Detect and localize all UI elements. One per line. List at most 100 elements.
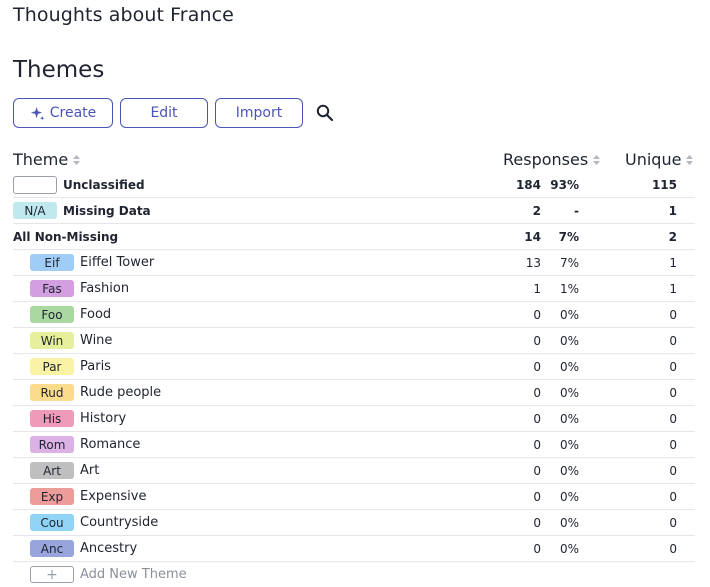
responses-percent: 0% bbox=[559, 541, 579, 556]
responses-count: 0 bbox=[533, 411, 541, 426]
theme-label: Fashion bbox=[80, 281, 130, 296]
table-row-theme[interactable]: Par Paris 0 0% 0 bbox=[13, 354, 695, 380]
table-row-theme[interactable]: His History 0 0% 0 bbox=[13, 406, 695, 432]
responses-count: 0 bbox=[533, 333, 541, 348]
add-theme-button[interactable]: + bbox=[30, 566, 74, 583]
table-row-theme[interactable]: Fas Fashion 1 1% 1 bbox=[13, 276, 695, 302]
responses-count: 0 bbox=[533, 359, 541, 374]
edit-button[interactable]: Edit bbox=[120, 98, 208, 128]
column-header-responses[interactable]: Responses bbox=[503, 150, 601, 169]
table-row-unclassified[interactable]: Unclassified 184 93% 115 bbox=[13, 172, 695, 198]
sort-icon bbox=[593, 154, 601, 165]
theme-tag[interactable]: Foo bbox=[30, 306, 74, 323]
responses-percent: 0% bbox=[559, 411, 579, 426]
theme-label: Unclassified bbox=[63, 177, 145, 192]
responses-count: 14 bbox=[524, 229, 541, 244]
theme-label: Rude people bbox=[80, 385, 162, 400]
responses-count: 0 bbox=[533, 437, 541, 452]
responses-percent: 7% bbox=[558, 229, 579, 244]
theme-tag[interactable]: Rud bbox=[30, 384, 74, 401]
table-row-theme[interactable]: Rom Romance 0 0% 0 bbox=[13, 432, 695, 458]
edit-button-label: Edit bbox=[150, 105, 178, 121]
theme-tag[interactable]: Fas bbox=[30, 280, 74, 297]
theme-label: Paris bbox=[80, 359, 111, 374]
theme-tag[interactable]: Anc bbox=[30, 540, 74, 557]
responses-percent: 0% bbox=[559, 385, 579, 400]
table-row-theme[interactable]: Rud Rude people 0 0% 0 bbox=[13, 380, 695, 406]
responses-percent: 0% bbox=[559, 489, 579, 504]
theme-label: Food bbox=[80, 307, 112, 322]
search-icon[interactable] bbox=[315, 103, 335, 123]
table-row-theme[interactable]: Art Art 0 0% 0 bbox=[13, 458, 695, 484]
unique-count: 0 bbox=[669, 411, 677, 426]
import-button[interactable]: Import bbox=[215, 98, 303, 128]
unique-count: 0 bbox=[669, 385, 677, 400]
theme-tag[interactable]: Win bbox=[30, 332, 74, 349]
theme-tag: N/A bbox=[13, 202, 57, 219]
unique-count: 0 bbox=[669, 515, 677, 530]
sort-icon bbox=[73, 154, 81, 165]
unique-count: 1 bbox=[669, 281, 677, 296]
responses-count: 0 bbox=[533, 385, 541, 400]
theme-label: Countryside bbox=[80, 515, 159, 530]
responses-percent: 0% bbox=[559, 463, 579, 478]
table-row-all-non-missing[interactable]: All Non-Missing 14 7% 2 bbox=[13, 224, 695, 250]
theme-tag[interactable]: Par bbox=[30, 358, 74, 375]
responses-percent: 0% bbox=[559, 515, 579, 530]
responses-percent: 1% bbox=[559, 281, 579, 296]
table-row-theme[interactable]: Eif Eiffel Tower 13 7% 1 bbox=[13, 250, 695, 276]
theme-tag[interactable]: Eif bbox=[30, 254, 74, 271]
responses-percent: - bbox=[574, 203, 579, 218]
responses-percent: 0% bbox=[559, 333, 579, 348]
unique-count: 115 bbox=[651, 177, 677, 192]
responses-count: 0 bbox=[533, 307, 541, 322]
import-button-label: Import bbox=[235, 105, 283, 121]
table-row-theme[interactable]: Win Wine 0 0% 0 bbox=[13, 328, 695, 354]
create-button[interactable]: Create bbox=[13, 98, 113, 128]
theme-tag[interactable]: His bbox=[30, 410, 74, 427]
responses-count: 1 bbox=[533, 281, 541, 296]
add-new-theme-row[interactable]: + Add New Theme bbox=[13, 562, 695, 587]
theme-label: History bbox=[80, 411, 127, 426]
table-row-theme[interactable]: Exp Expensive 0 0% 0 bbox=[13, 484, 695, 510]
theme-label: Art bbox=[80, 463, 100, 478]
theme-label: Wine bbox=[80, 333, 113, 348]
theme-tag bbox=[13, 175, 57, 194]
unique-count: 0 bbox=[669, 333, 677, 348]
table-row-theme[interactable]: Foo Food 0 0% 0 bbox=[13, 302, 695, 328]
table-row-missing-data[interactable]: N/A Missing Data 2 - 1 bbox=[13, 198, 695, 224]
responses-count: 0 bbox=[533, 489, 541, 504]
responses-percent: 7% bbox=[559, 255, 579, 270]
unique-count: 1 bbox=[668, 203, 677, 218]
unique-count: 0 bbox=[669, 307, 677, 322]
unique-count: 1 bbox=[669, 255, 677, 270]
create-button-label: Create bbox=[49, 105, 97, 121]
table-row-theme[interactable]: Cou Countryside 0 0% 0 bbox=[13, 510, 695, 536]
theme-label: Ancestry bbox=[80, 541, 138, 556]
column-header-responses-label: Responses bbox=[503, 150, 589, 169]
theme-tag[interactable]: Cou bbox=[30, 514, 74, 531]
responses-count: 2 bbox=[532, 203, 541, 218]
add-theme-label[interactable]: Add New Theme bbox=[80, 567, 187, 582]
responses-percent: 93% bbox=[550, 177, 579, 192]
theme-label: Expensive bbox=[80, 489, 147, 504]
sort-icon bbox=[686, 154, 694, 165]
unique-count: 0 bbox=[669, 541, 677, 556]
column-header-theme[interactable]: Theme bbox=[13, 150, 81, 169]
responses-percent: 0% bbox=[559, 307, 579, 322]
theme-label: Eiffel Tower bbox=[80, 255, 155, 270]
table-row-theme[interactable]: Anc Ancestry 0 0% 0 bbox=[13, 536, 695, 562]
column-header-unique-label: Unique bbox=[625, 150, 682, 169]
unique-count: 2 bbox=[668, 229, 677, 244]
responses-count: 13 bbox=[525, 255, 541, 270]
responses-count: 184 bbox=[515, 177, 541, 192]
document-title: Thoughts about France bbox=[13, 4, 234, 26]
unique-count: 0 bbox=[669, 359, 677, 374]
column-header-unique[interactable]: Unique bbox=[625, 150, 694, 169]
theme-tag[interactable]: Art bbox=[30, 462, 74, 479]
themes-heading: Themes bbox=[13, 57, 105, 83]
unique-count: 0 bbox=[669, 489, 677, 504]
sparkle-icon bbox=[30, 106, 45, 121]
theme-tag[interactable]: Rom bbox=[30, 436, 74, 453]
theme-tag[interactable]: Exp bbox=[30, 488, 74, 505]
